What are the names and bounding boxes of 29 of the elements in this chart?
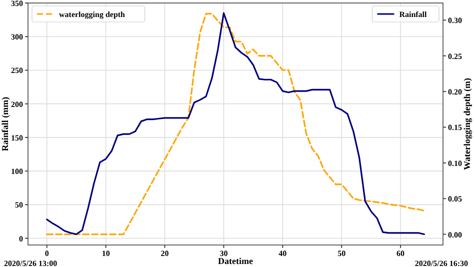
legend-label: waterlogging depth bbox=[59, 10, 126, 19]
x-axis-title: Datetime bbox=[218, 256, 253, 266]
x-tick-label: 40 bbox=[278, 249, 287, 258]
y2-tick-label: 0.25 bbox=[448, 52, 462, 61]
y-tick-label: 50 bbox=[15, 200, 23, 210]
y2-tick-label: 0.15 bbox=[448, 123, 462, 132]
y-tick-label: 150 bbox=[11, 133, 23, 142]
y-axis-title: Rainfall (mm) bbox=[0, 96, 10, 152]
y-tick-label: 350 bbox=[11, 0, 23, 8]
x-tick-label: 0 bbox=[44, 249, 49, 258]
x-tick-label: 60 bbox=[396, 249, 405, 258]
text: 2020/5/26 16:30 bbox=[414, 259, 468, 267]
y2-tick-label: 0.30 bbox=[448, 16, 462, 26]
y-tick-label: 200 bbox=[11, 100, 23, 109]
legend-label: Rainfall bbox=[399, 10, 428, 19]
y2-tick-label: 0.00 bbox=[448, 230, 462, 240]
x-tick-label: 20 bbox=[160, 249, 169, 258]
x-tick-label: 30 bbox=[220, 249, 228, 258]
y2-tick-label: 0.20 bbox=[448, 88, 462, 97]
y2-tick-label: 0.10 bbox=[448, 158, 462, 168]
text: 2020/5/26 13:00 bbox=[4, 259, 58, 267]
x-tick-label: 50 bbox=[338, 249, 346, 258]
y-tick-label: 250 bbox=[11, 66, 23, 76]
y-tick-label: 100 bbox=[11, 167, 23, 176]
x-tick-label: 10 bbox=[102, 249, 110, 258]
y-tick-label: 300 bbox=[11, 32, 23, 42]
y2-axis-title: Waterlogging depth (m) bbox=[462, 78, 472, 170]
y-tick-label: 0 bbox=[19, 234, 23, 244]
y2-tick-label: 0.05 bbox=[448, 194, 462, 204]
